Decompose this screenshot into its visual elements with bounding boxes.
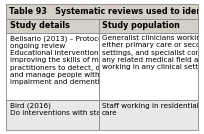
Text: Table 93   Systematic reviews used to identify primary studi: Table 93 Systematic reviews used to iden… xyxy=(9,7,204,16)
Text: Study details: Study details xyxy=(10,21,70,30)
Text: Belisario (2013) – Protocol for an
ongoing review
Educational interventions for
: Belisario (2013) – Protocol for an ongoi… xyxy=(10,35,135,85)
Text: Bird (2016)
Do interventions with staff in: Bird (2016) Do interventions with staff … xyxy=(10,103,114,116)
Text: Generalist clinicians working in
either primary care or secondary c
settings, an: Generalist clinicians working in either … xyxy=(102,35,204,70)
Text: Study population: Study population xyxy=(102,21,180,30)
Text: Staff working in residential deme
care: Staff working in residential deme care xyxy=(102,103,204,116)
